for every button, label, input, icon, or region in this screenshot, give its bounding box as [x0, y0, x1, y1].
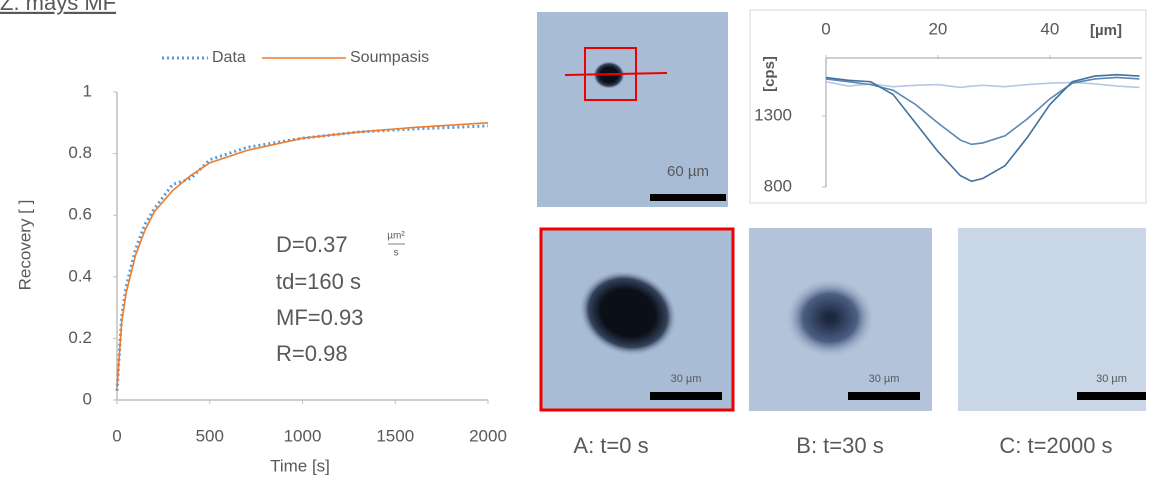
y-axis-label: Recovery [ ] [15, 200, 34, 291]
figure-title: Z. mays MF [0, 0, 116, 15]
scale-bar [1077, 392, 1146, 400]
annotation-line: MF=0.93 [276, 305, 363, 330]
y-tick-label: 0.4 [68, 266, 92, 285]
scale-label: 60 µm [667, 163, 709, 180]
legend-label: Data [212, 49, 246, 66]
y-tick-label: 1300 [754, 105, 792, 124]
scale-bar [848, 392, 920, 400]
micrograph [958, 228, 1146, 411]
x-tick-label: 500 [196, 426, 224, 445]
series-line [825, 76, 1140, 146]
panel-border [749, 9, 1147, 204]
series-line [825, 73, 1140, 183]
x-tick-label: 20 [928, 19, 947, 38]
x-tick-label: 0 [821, 19, 830, 38]
y-tick-label: 0.2 [68, 328, 92, 347]
micrograph [537, 12, 728, 207]
panel-caption: A: t=0 s [573, 433, 648, 458]
y-tick-label: 0 [83, 389, 92, 408]
scale-label: 30 µm [1096, 373, 1127, 385]
scale-bar [650, 392, 722, 400]
unit-denominator: s [394, 248, 399, 259]
spot [578, 269, 678, 357]
y-tick-label: 0.8 [68, 143, 92, 162]
unit-numerator: µm² [387, 231, 405, 242]
x-axis-label: [µm] [1090, 22, 1122, 39]
panel-caption: C: t=2000 s [999, 433, 1112, 458]
series-line [825, 80, 1140, 89]
annotation-line: td=160 s [276, 269, 361, 294]
x-tick-label: 1000 [284, 426, 322, 445]
annotation-line: D=0.37 [276, 232, 348, 257]
annotation-line: R=0.98 [276, 341, 348, 366]
y-axis-label: [cps] [761, 56, 778, 92]
x-tick-label: 2000 [469, 426, 507, 445]
x-tick-label: 1500 [376, 426, 414, 445]
scale-label: 30 µm [671, 373, 702, 385]
profile-line [564, 72, 668, 76]
x-tick-label: 40 [1040, 19, 1059, 38]
spot [785, 278, 875, 358]
y-tick-label: 1 [83, 81, 92, 100]
series-line [116, 122, 489, 388]
y-tick-label: 0.6 [68, 205, 92, 224]
x-axis-label: Time [s] [270, 456, 330, 475]
legend-label: Soumpasis [350, 49, 429, 66]
scale-label: 30 µm [869, 373, 900, 385]
y-tick-label: 800 [764, 176, 792, 195]
panel-border [539, 227, 735, 412]
x-tick-label: 0 [112, 426, 121, 445]
annotation: D=0.37 µm² s td=160 s MF=0.93 R=0.98 [276, 231, 405, 366]
scale-bar [650, 194, 726, 201]
panel-caption: B: t=30 s [796, 433, 883, 458]
